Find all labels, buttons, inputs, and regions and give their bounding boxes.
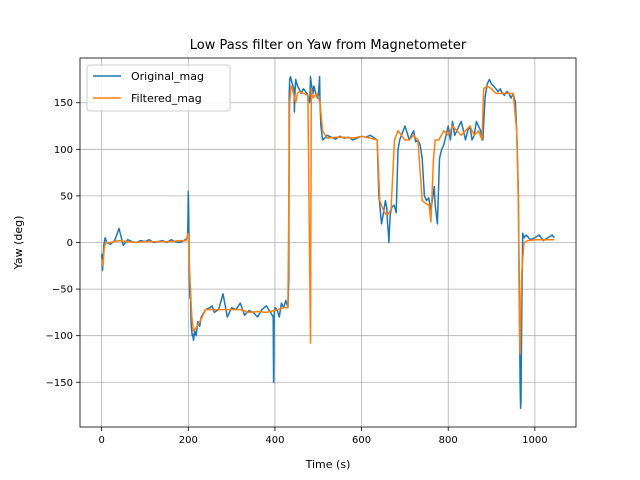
y-tick-label: 0	[67, 238, 73, 249]
series-line-filtered-mag	[100, 85, 555, 356]
y-tick-label: 50	[60, 191, 73, 202]
y-tick-label: −100	[46, 331, 73, 342]
axis-ticks: 0 200 400 600 800 1000 −150 −100 −50 0 50 100 150	[46, 98, 548, 446]
legend-box	[86, 64, 231, 112]
x-tick-label: 800	[439, 435, 458, 446]
x-axis-label: Time (s)	[305, 458, 351, 471]
plot-area	[100, 75, 555, 410]
y-tick-label: 150	[54, 98, 73, 109]
y-tick-label: 100	[54, 145, 73, 156]
y-axis-label: Yaw (deg)	[12, 216, 25, 271]
legend: Original_mag Filtered_mag	[86, 64, 231, 112]
x-tick-label: 400	[265, 435, 284, 446]
chart-title: Low Pass filter on Yaw from Magnetometer	[190, 38, 467, 53]
x-tick-label: 1000	[522, 435, 547, 446]
x-tick-label: 0	[98, 435, 104, 446]
x-tick-label: 600	[352, 435, 371, 446]
x-tick-label: 200	[179, 435, 198, 446]
y-tick-label: −150	[46, 378, 73, 389]
y-tick-label: −50	[52, 285, 73, 296]
legend-label-filtered-mag: Filtered_mag	[131, 92, 202, 105]
series-line-original-mag	[100, 75, 555, 410]
legend-label-original-mag: Original_mag	[131, 70, 204, 83]
